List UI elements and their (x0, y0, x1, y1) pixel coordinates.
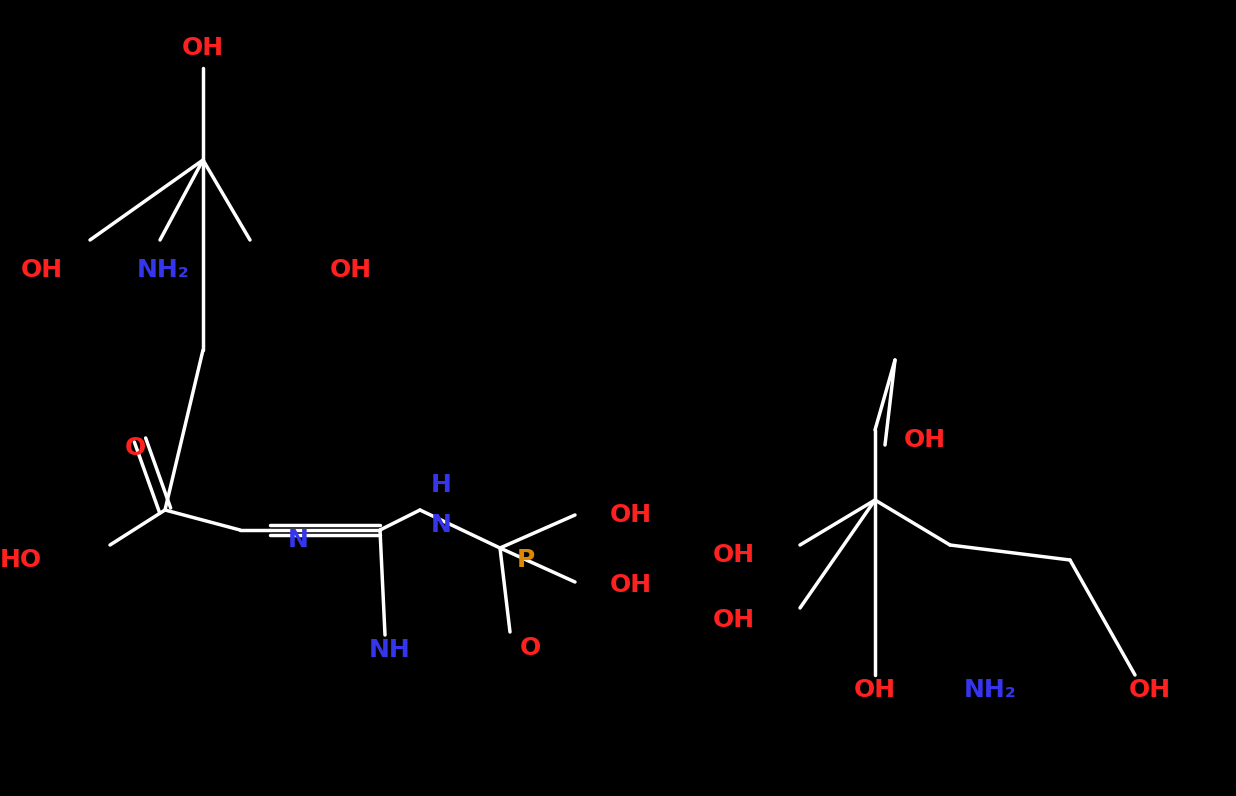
Text: NH₂: NH₂ (964, 678, 1016, 702)
Text: OH: OH (713, 543, 755, 567)
Text: N: N (288, 528, 309, 552)
Text: HO: HO (0, 548, 42, 572)
Text: H: H (430, 473, 451, 497)
Text: NH₂: NH₂ (137, 258, 189, 282)
Text: P: P (517, 548, 535, 572)
Text: OH: OH (611, 573, 653, 597)
Text: O: O (125, 436, 146, 460)
Text: OH: OH (1128, 678, 1170, 702)
Text: OH: OH (21, 258, 63, 282)
Text: OH: OH (330, 258, 372, 282)
Text: OH: OH (854, 678, 896, 702)
Text: OH: OH (713, 608, 755, 632)
Text: OH: OH (611, 503, 653, 527)
Text: N: N (430, 513, 451, 537)
Text: O: O (519, 636, 540, 660)
Text: OH: OH (904, 428, 946, 452)
Text: NH: NH (370, 638, 410, 662)
Text: OH: OH (182, 36, 224, 60)
